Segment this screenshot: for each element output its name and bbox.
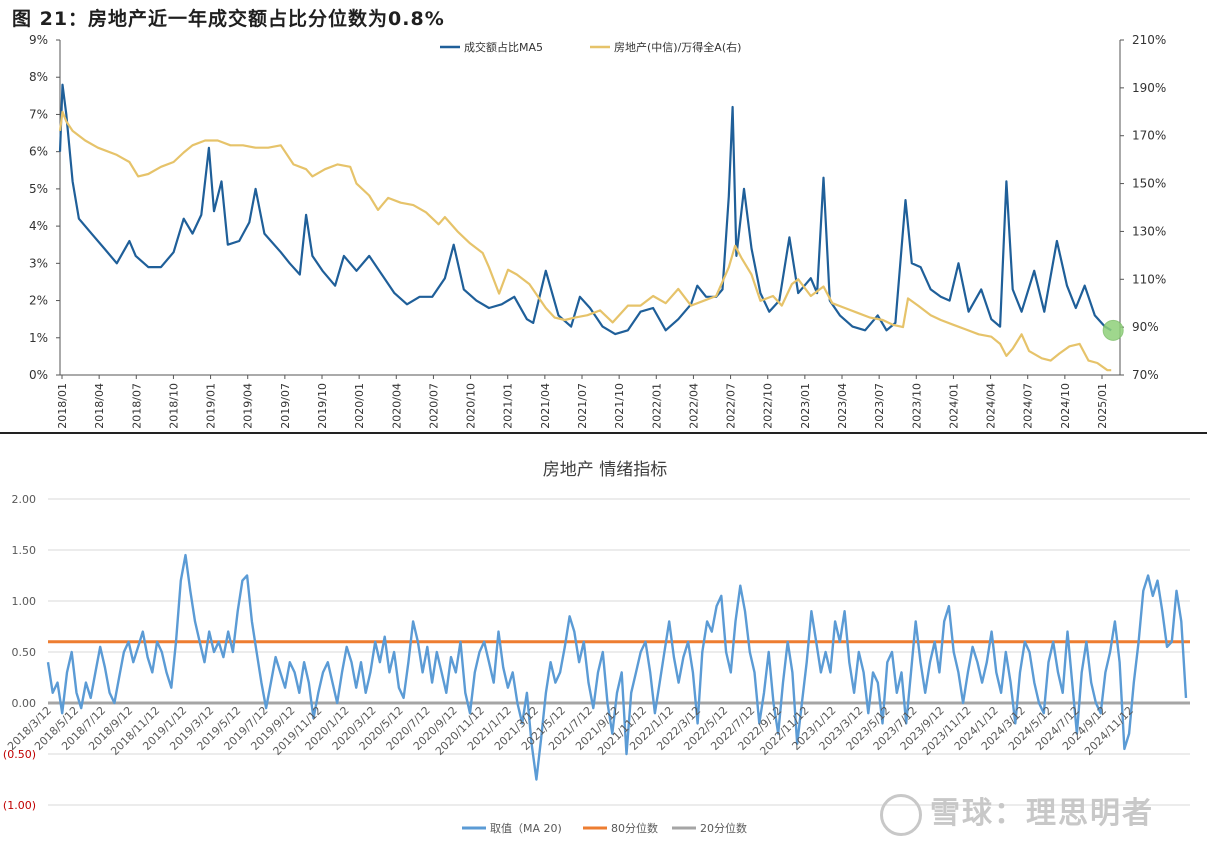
y-left-tick-label: 6% [29, 145, 48, 159]
x-tick-label: 2019/04 [242, 383, 255, 429]
y-left-tick-label: 8% [29, 70, 48, 84]
legend-label: 80分位数 [611, 821, 658, 835]
x-tick-label: 2024/04 [985, 383, 998, 429]
y-left-tick-label: 0% [29, 368, 48, 382]
x-tick-label: 2018/04 [93, 383, 106, 429]
series-line-1 [58, 83, 1112, 336]
x-tick-label: 2025/01 [1096, 383, 1109, 429]
x-tick-label: 2019/10 [316, 383, 329, 429]
watermark: 雪球：理思明者 [880, 788, 1154, 836]
figure-title: 图 21：房地产近一年成交额占比分位数为0.8% [12, 8, 445, 30]
y-right-tick-label: 170% [1132, 129, 1166, 143]
y-tick-label: 1.50 [12, 544, 37, 557]
top-chart: 0% 1% 2% 3% 4% 5% 6% 7% 8% 9% 70% 90% 110% 130% 150% 17… [29, 33, 1166, 429]
y-left-tick-label: 1% [29, 331, 48, 345]
x-tick-label: 2018/01 [56, 383, 69, 429]
legend-label: 20分位数 [700, 821, 747, 835]
y-tick-label: 1.00 [12, 595, 37, 608]
chart-title: 房地产 情绪指标 [543, 460, 667, 480]
y-right-tick-label: 130% [1132, 224, 1166, 238]
series-line-value [46, 553, 1188, 781]
x-tick-label: 2020/01 [353, 383, 366, 429]
y-right-tick-label: 190% [1132, 81, 1166, 95]
x-tick-label: 2020/04 [390, 383, 403, 429]
x-tick-label: 2018/07 [130, 383, 143, 429]
y-right-tick-label: 70% [1132, 368, 1159, 382]
x-tick-label: 2022/01 [650, 383, 663, 429]
y-left-tick-label: 5% [29, 182, 48, 196]
bottom-chart: 房地产 情绪指标 2.00 1.50 1.00 0.50 0.00 (0.50) (1.00)… [3, 460, 1190, 835]
y-tick-label: 2.00 [12, 493, 37, 506]
x-tick-label: 2023/07 [873, 383, 886, 429]
x-tick-label: 2020/07 [427, 383, 440, 429]
series-line-2 [58, 110, 1112, 372]
snowball-logo-icon [880, 793, 922, 836]
y-right-tick-label: 110% [1132, 272, 1166, 286]
x-tick-label: 2023/10 [910, 383, 923, 429]
x-tick-label: 2022/10 [762, 383, 775, 429]
x-tick-label: 2018/10 [167, 383, 180, 429]
y-right-tick-label: 150% [1132, 177, 1166, 191]
x-tick-label: 2023/04 [836, 383, 849, 429]
x-tick-label: 2020/10 [465, 383, 478, 429]
x-tick-label: 2021/04 [539, 383, 552, 429]
x-tick-label: 2019/07 [279, 383, 292, 429]
x-tick-label: 2024/10 [1059, 383, 1072, 429]
y-right-tick-label: 90% [1132, 320, 1159, 334]
x-tick-label: 2021/10 [613, 383, 626, 429]
x-tick-label: 2022/07 [725, 383, 738, 429]
legend-label: 取值（MA 20) [490, 822, 562, 835]
y-tick-label: (0.50) [3, 748, 36, 761]
y-tick-label: 0.50 [12, 646, 37, 659]
divider [0, 432, 1207, 434]
x-tick-label: 2021/01 [502, 383, 515, 429]
x-tick-label: 2024/01 [947, 383, 960, 429]
y-left-tick-label: 2% [29, 294, 48, 308]
x-tick-label: 2021/07 [576, 383, 589, 429]
y-right-tick-label: 210% [1132, 33, 1166, 47]
y-left-tick-label: 9% [29, 33, 48, 47]
y-tick-label: (1.00) [3, 799, 36, 812]
y-left-tick-label: 4% [29, 219, 48, 233]
y-tick-label: 0.00 [12, 697, 37, 710]
legend-label: 房地产(中信)/万得全A(右) [614, 40, 741, 54]
x-tick-label: 2024/07 [1022, 383, 1035, 429]
annotation-circle [1102, 319, 1124, 341]
watermark-text: 雪球：理思明者 [930, 796, 1154, 831]
x-tick-label: 2022/04 [687, 383, 700, 429]
x-tick-label: 2023/01 [799, 383, 812, 429]
legend-label: 成交额占比MA5 [464, 40, 543, 54]
y-left-tick-label: 7% [29, 107, 48, 121]
x-tick-label: 2019/01 [205, 383, 218, 429]
y-left-tick-label: 3% [29, 256, 48, 270]
